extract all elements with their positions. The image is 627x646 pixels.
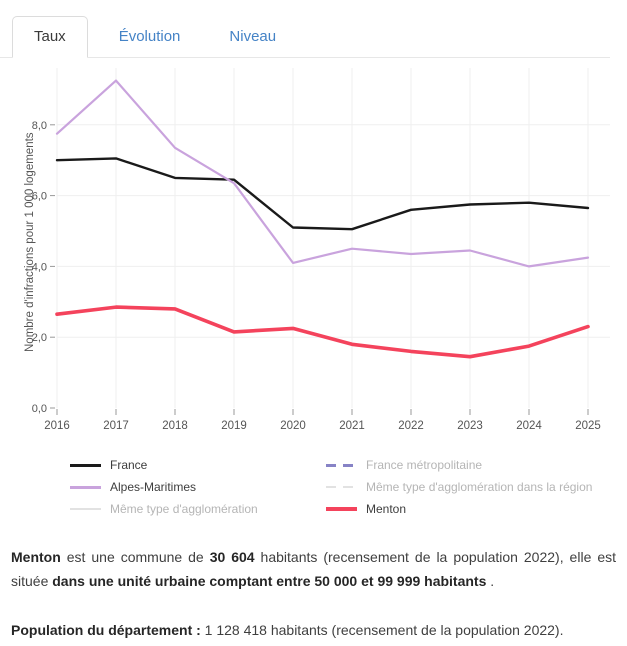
x-axis-tick-label: 2022 <box>398 420 424 432</box>
y-axis-tick-label: 4,0 <box>32 261 47 273</box>
text-segment: est une commune de <box>60 549 210 565</box>
legend-swatch <box>326 507 357 511</box>
text-segment: . <box>486 572 495 589</box>
tab-taux[interactable]: Taux <box>12 16 88 58</box>
series-line-alpes-maritimes <box>55 79 590 268</box>
legend-swatch <box>70 508 101 510</box>
legend-item-m-me-type-d-agglom-ration[interactable]: Même type d'agglomération <box>70 498 326 520</box>
legend-item-m-me-type-d-agglom-ration-dans-la-r-gion[interactable]: Même type d'agglomération dans la région <box>326 476 592 498</box>
tab-niveau[interactable]: Niveau <box>211 17 294 57</box>
legend-label: France métropolitaine <box>366 458 483 472</box>
x-axis-tick-label: 2016 <box>44 420 70 432</box>
text-segment-bold: dans une unité urbaine comptant entre 50… <box>52 572 487 589</box>
x-axis-tick-label: 2017 <box>103 420 129 432</box>
text-segment-bold: Menton <box>11 549 61 565</box>
legend-label: Alpes-Maritimes <box>110 480 197 494</box>
x-axis-tick-label: 2023 <box>457 420 483 432</box>
legend-swatch <box>326 486 357 488</box>
tab-bar: Taux Évolution Niveau <box>0 16 610 58</box>
text-segment: 1 128 418 habitants (recensement de la p… <box>200 622 564 639</box>
description-text: Menton est une commune de 30 604 habitan… <box>0 546 627 643</box>
y-axis-tick-label: 6,0 <box>32 191 47 203</box>
legend-label: Même type d'agglomération dans la région <box>366 480 593 494</box>
series-line-menton <box>55 305 590 359</box>
legend-label: France <box>110 458 148 472</box>
text-segment-bold: Population du département : <box>11 622 201 639</box>
legend-item-menton[interactable]: Menton <box>326 498 592 520</box>
x-axis-tick-label: 2021 <box>339 420 365 432</box>
series-line-france <box>55 157 590 231</box>
x-axis-tick-label: 2018 <box>162 420 188 432</box>
chart-area: 0,0 2,0 4,0 6,0 8,0 2016 2017 2018 2019 2020 2021 2… <box>0 60 627 440</box>
legend-item-alpes-maritimes[interactable]: Alpes-Maritimes <box>70 476 326 498</box>
legend-column-right: France métropolitaine Même type d'agglomé… <box>326 454 592 520</box>
legend-column-left: France Alpes-Maritimes Même type d'agglomé… <box>70 454 326 520</box>
departement-population: Population du département : 1 128 418 ha… <box>11 619 616 643</box>
legend-swatch <box>70 485 101 489</box>
text-segment-bold: 30 604 <box>209 549 255 565</box>
x-axis-tick-label: 2020 <box>280 420 306 432</box>
legend-swatch <box>326 463 357 467</box>
text-segment: habitants (recensement de la population … <box>11 549 616 589</box>
y-axis-tick-label: 0,0 <box>32 403 47 415</box>
commune-description: Menton est une commune de 30 604 habitan… <box>11 546 616 593</box>
y-axis-tick-label: 2,0 <box>32 332 47 344</box>
x-axis-tick-label: 2019 <box>221 420 247 432</box>
x-axis-tick-label: 2025 <box>575 420 601 432</box>
x-axis-tick-label: 2024 <box>516 420 542 432</box>
legend-item-france-m-tropolitaine[interactable]: France métropolitaine <box>326 454 592 476</box>
legend-label: Même type d'agglomération <box>110 502 258 516</box>
chart-legend: France Alpes-Maritimes Même type d'agglomé… <box>0 454 627 520</box>
legend-label: Menton <box>366 502 407 516</box>
legend-swatch <box>70 463 101 467</box>
chart-canvas: 0,0 2,0 4,0 6,0 8,0 2016 2017 2018 2019 2020 2021 2… <box>24 68 610 432</box>
y-axis-tick-label: 8,0 <box>32 120 47 132</box>
legend-item-france[interactable]: France <box>70 454 326 476</box>
tab-evolution[interactable]: Évolution <box>101 17 199 57</box>
y-axis-title: Nombre d'infractions pour 1 000 logement… <box>24 132 36 352</box>
